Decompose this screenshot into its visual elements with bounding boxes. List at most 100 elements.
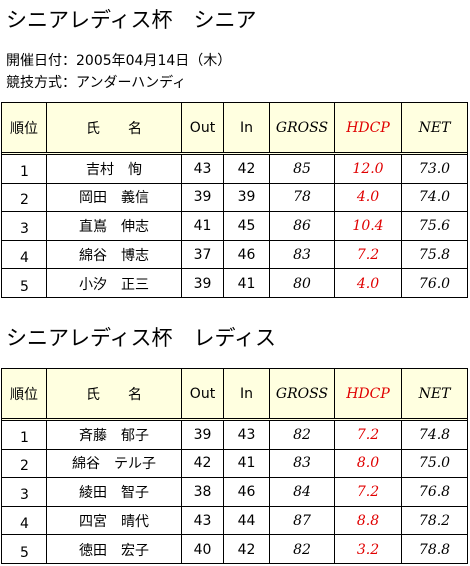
- column-header: In: [224, 369, 270, 418]
- table-cell: 46: [224, 240, 270, 269]
- table-cell: 75.8: [418, 246, 451, 263]
- table-row: 2 綿谷 テル子 42 41 83 8.0 75.0: [2, 449, 467, 479]
- table-cell: 75.0: [418, 455, 451, 472]
- method: 競技方式：アンダーハンディ: [6, 75, 187, 91]
- table-cell: 85: [270, 155, 335, 183]
- table-row: 5 小汐 正三 39 41 80 4.0 76.0: [2, 269, 467, 298]
- date: 開催日付：2005年04月14日（木）: [6, 53, 232, 69]
- column-header: NET: [418, 385, 451, 402]
- table-cell: 4: [2, 240, 47, 269]
- table-row: 3 直嶌 伸志 41 45 86 10.4 75.6: [2, 212, 467, 241]
- table-cell: 1: [2, 421, 47, 449]
- table-row: 2 岡田 義信 39 39 78 4.0 74.0: [2, 183, 467, 213]
- table-cell: 39: [182, 183, 224, 212]
- column-header: 順位: [2, 369, 47, 418]
- column-header: NET: [418, 119, 451, 136]
- table-cell: 83: [270, 240, 335, 269]
- table-row: 4 綿谷 博志 37 46 83 7.2 75.8: [2, 240, 467, 270]
- header-row: 順位氏 名 Out In GROSS HDCP NET: [2, 103, 467, 155]
- table-cell: 2: [2, 183, 47, 212]
- column-header: Out: [182, 369, 224, 418]
- title: シニアレディス杯 シニア: [6, 8, 257, 32]
- table-cell: 3: [2, 212, 47, 240]
- table-cell: 44: [224, 506, 270, 535]
- column-header: GROSS: [270, 103, 335, 152]
- table-cell: 綿谷 博志: [47, 240, 182, 269]
- table-cell: 綿谷 テル子: [47, 449, 182, 478]
- table-cell: 12.0: [335, 155, 402, 183]
- table-cell: 87: [270, 506, 335, 535]
- table-row: 1 斉藤 郁子 39 43 82 7.2 74.8: [2, 421, 467, 450]
- table-cell: 岡田 義信: [47, 183, 182, 212]
- table-row: 5 徳田 宏子 40 42 82 3.2 78.8: [2, 535, 467, 564]
- table-cell: 8.8: [335, 506, 402, 535]
- table-cell: 吉村 恂: [47, 155, 182, 183]
- table-cell: 2: [2, 449, 47, 478]
- table-cell: 76.8: [418, 483, 451, 500]
- table-cell: 1: [2, 155, 47, 183]
- table-cell: 7.2: [335, 421, 402, 449]
- table-row: 1 吉村 恂 43 42 85 12.0 73.0: [2, 155, 467, 184]
- table-cell: 四宮 晴代: [47, 506, 182, 535]
- table-cell: 7.2: [335, 478, 402, 506]
- table-cell: 45: [224, 212, 270, 240]
- table-cell: 78.8: [418, 541, 451, 558]
- table-cell: 41: [224, 449, 270, 478]
- table-cell: 74.0: [418, 189, 451, 206]
- table-cell: 41: [182, 212, 224, 240]
- table-cell: 徳田 宏子: [47, 535, 182, 564]
- table-cell: 5: [2, 269, 47, 298]
- header-row: 順位氏 名 Out In GROSS HDCP NET: [2, 369, 467, 421]
- table-cell: 43: [182, 506, 224, 535]
- table-cell: 4: [2, 506, 47, 535]
- table-cell: 76.0: [418, 275, 451, 292]
- table-row: 4 四宮 晴代 43 44 87 8.8 78.2: [2, 506, 467, 536]
- column-header: 氏 名: [47, 369, 182, 418]
- table-cell: 38: [182, 478, 224, 506]
- table: 順位氏 名 Out In GROSS HDCP NET 1 吉村 恂 43 4 2 85 12.0 73.…: [1, 102, 468, 298]
- table-cell: 10.4: [335, 212, 402, 240]
- table-cell: 78: [270, 183, 335, 212]
- column-header: GROSS: [270, 369, 335, 418]
- table-cell: 82: [270, 421, 335, 449]
- table-cell: 43: [224, 421, 270, 449]
- table-cell: 37: [182, 240, 224, 269]
- table-cell: 3: [2, 478, 47, 506]
- table-cell: 82: [270, 535, 335, 564]
- table-cell: 41: [224, 269, 270, 298]
- column-header: In: [224, 103, 270, 152]
- table-cell: 綾田 智子: [47, 478, 182, 506]
- table-cell: 小汐 正三: [47, 269, 182, 298]
- table-cell: 8.0: [335, 449, 402, 478]
- column-header: 氏 名: [47, 103, 182, 152]
- table-cell: 4.0: [335, 269, 402, 298]
- table-cell: 43: [182, 155, 224, 183]
- table-cell: 4.0: [335, 183, 402, 212]
- table-cell: 83: [270, 449, 335, 478]
- column-header: Out: [182, 103, 224, 152]
- table-cell: 斉藤 郁子: [47, 421, 182, 449]
- table-cell: 74.8: [418, 426, 451, 443]
- table: 順位氏 名 Out In GROSS HDCP NET 1 斉藤 郁子 39 43 82 7.2 74.…: [1, 368, 468, 564]
- table-cell: 86: [270, 212, 335, 240]
- table-cell: 80: [270, 269, 335, 298]
- column-header: HDCP: [335, 103, 402, 152]
- table-cell: 75.6: [418, 217, 451, 234]
- column-header: 順位: [2, 103, 47, 152]
- table-cell: 7.2: [335, 240, 402, 269]
- table-cell: 3.2: [335, 535, 402, 564]
- table-cell: 39: [224, 183, 270, 212]
- table-cell: 46: [224, 478, 270, 506]
- title: シニアレディス杯 レディス: [6, 326, 277, 350]
- table-cell: 39: [182, 269, 224, 298]
- table-cell: 40: [182, 535, 224, 564]
- column-header: HDCP: [335, 369, 402, 418]
- table-cell: 84: [270, 478, 335, 506]
- table-cell: 5: [2, 535, 47, 564]
- table-cell: 39: [182, 421, 224, 449]
- table-cell: 42: [182, 449, 224, 478]
- table-cell: 直嶌 伸志: [47, 212, 182, 240]
- table-cell: 73.0: [418, 160, 451, 177]
- table-row: 3 綾田 智子 38 46 84 7.2 76.8: [2, 478, 467, 507]
